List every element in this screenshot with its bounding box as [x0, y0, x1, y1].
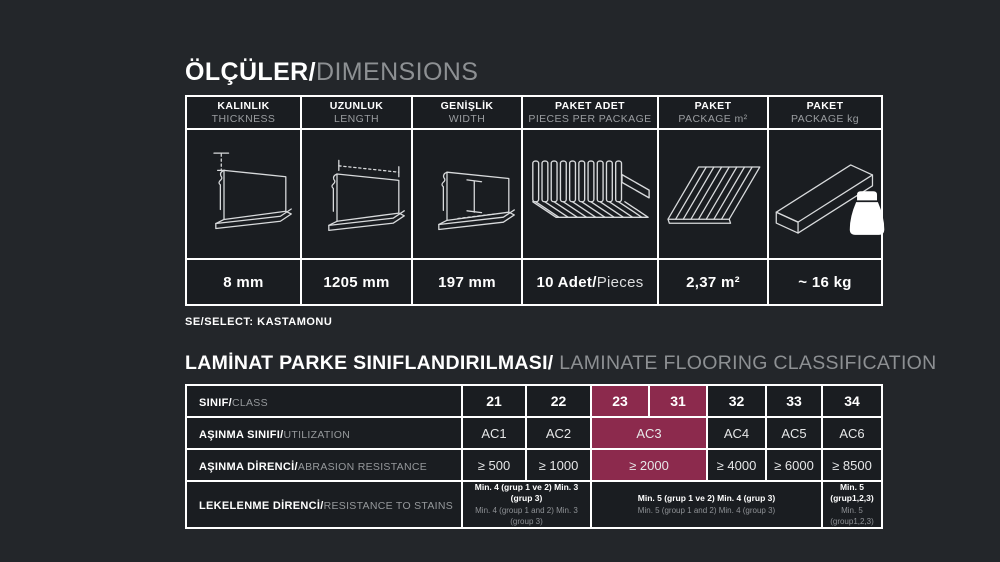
weight-glyph	[849, 191, 885, 235]
abrasion-2000-highlighted: ≥ 2000	[590, 448, 708, 482]
class-23-highlighted: 23	[590, 384, 650, 418]
class-34: 34	[821, 384, 883, 418]
header-length: UZUNLUK LENGTH	[300, 95, 413, 130]
package-pieces-icon	[532, 160, 650, 218]
value-package-m2: 2,37 m²	[657, 258, 769, 306]
classification-table: SINIF/CLASS 21 22 23 31 32 33 34 AŞINMA …	[185, 384, 883, 529]
abrasion-1000: ≥ 1000	[525, 448, 592, 482]
stains-row: LEKELENME DİRENCİ/RESISTANCE TO STAINS M…	[185, 480, 883, 529]
dimensions-title: ÖLÇÜLER/DIMENSIONS	[185, 58, 881, 86]
classification-title-tr: LAMİNAT PARKE SINIFLANDIRILMASI/	[185, 352, 554, 374]
classification-title-en: LAMINATE FLOORING CLASSIFICATION	[553, 352, 937, 374]
utilization-row: AŞINMA SINIFI/UTILIZATION AC1 AC2 AC3 AC…	[185, 416, 883, 450]
stains-cell-3: Min. 5 (grup1,2,3) Min. 5 (group1,2,3)	[821, 480, 883, 529]
plank-width-icon	[438, 171, 515, 231]
utilization-ac2: AC2	[525, 416, 592, 450]
value-thickness: 8 mm	[185, 258, 302, 306]
header-package-m2: PAKET PACKAGE m²	[657, 95, 769, 130]
class-21: 21	[461, 384, 527, 418]
dimensions-table: KALINLIK THICKNESS UZUNLUK LENGTH GENİŞL…	[185, 95, 885, 306]
class-32: 32	[706, 384, 767, 418]
abrasion-6000: ≥ 6000	[765, 448, 823, 482]
abrasion-500: ≥ 500	[461, 448, 527, 482]
abrasion-8500: ≥ 8500	[821, 448, 883, 482]
class-33: 33	[765, 384, 823, 418]
dimensions-header-row: KALINLIK THICKNESS UZUNLUK LENGTH GENİŞL…	[185, 95, 883, 130]
stains-cell-2: Min. 5 (grup 1 ve 2) Min. 4 (grup 3) Min…	[590, 480, 823, 529]
header-pieces: PAKET ADET PIECES PER PACKAGE	[521, 95, 659, 130]
stains-cell-1: Min. 4 (grup 1 ve 2) Min. 3 (grup 3) Min…	[461, 480, 592, 529]
dimensions-value-row: 8 mm 1205 mm 197 mm 10 Adet/Pieces 2,37 …	[185, 258, 883, 306]
abrasion-row: AŞINMA DİRENCİ/ABRASION RESISTANCE ≥ 500…	[185, 448, 883, 482]
abrasion-4000: ≥ 4000	[706, 448, 767, 482]
utilization-ac3-highlighted: AC3	[590, 416, 708, 450]
dimensions-title-tr: ÖLÇÜLER/	[185, 58, 316, 86]
utilization-ac5: AC5	[765, 416, 823, 450]
package-weight-icon	[775, 164, 885, 235]
dimensions-icon-row	[185, 128, 885, 260]
value-package-kg: ~ 16 kg	[767, 258, 883, 306]
utilization-row-label: AŞINMA SINIFI/UTILIZATION	[185, 416, 463, 450]
class-31-highlighted: 31	[648, 384, 708, 418]
class-row: SINIF/CLASS 21 22 23 31 32 33 34	[185, 384, 883, 418]
abrasion-row-label: AŞINMA DİRENCİ/ABRASION RESISTANCE	[185, 448, 463, 482]
content-area: ÖLÇÜLER/DIMENSIONS KALINLIK THICKNESS UZ…	[185, 58, 936, 529]
stains-row-label: LEKELENME DİRENCİ/RESISTANCE TO STAINS	[185, 480, 463, 529]
classification-title: LAMİNAT PARKE SINIFLANDIRILMASI/ LAMINAT…	[185, 352, 936, 375]
header-thickness: KALINLIK THICKNESS	[185, 95, 302, 130]
plank-length-icon	[327, 159, 405, 231]
value-pieces: 10 Adet/Pieces	[521, 258, 659, 306]
class-22: 22	[525, 384, 592, 418]
select-note: SE/SELECT: KASTAMONU	[185, 316, 333, 328]
utilization-ac6: AC6	[821, 416, 883, 450]
plank-thickness-icon	[212, 152, 292, 230]
value-width: 197 mm	[411, 258, 523, 306]
package-area-icon	[667, 166, 761, 224]
utilization-ac1: AC1	[461, 416, 527, 450]
header-package-kg: PAKET PACKAGE kg	[767, 95, 883, 130]
header-width: GENİŞLİK WIDTH	[411, 95, 523, 130]
value-length: 1205 mm	[300, 258, 413, 306]
dimensions-title-en: DIMENSIONS	[315, 58, 479, 86]
class-row-label: SINIF/CLASS	[185, 384, 463, 418]
utilization-ac4: AC4	[706, 416, 767, 450]
